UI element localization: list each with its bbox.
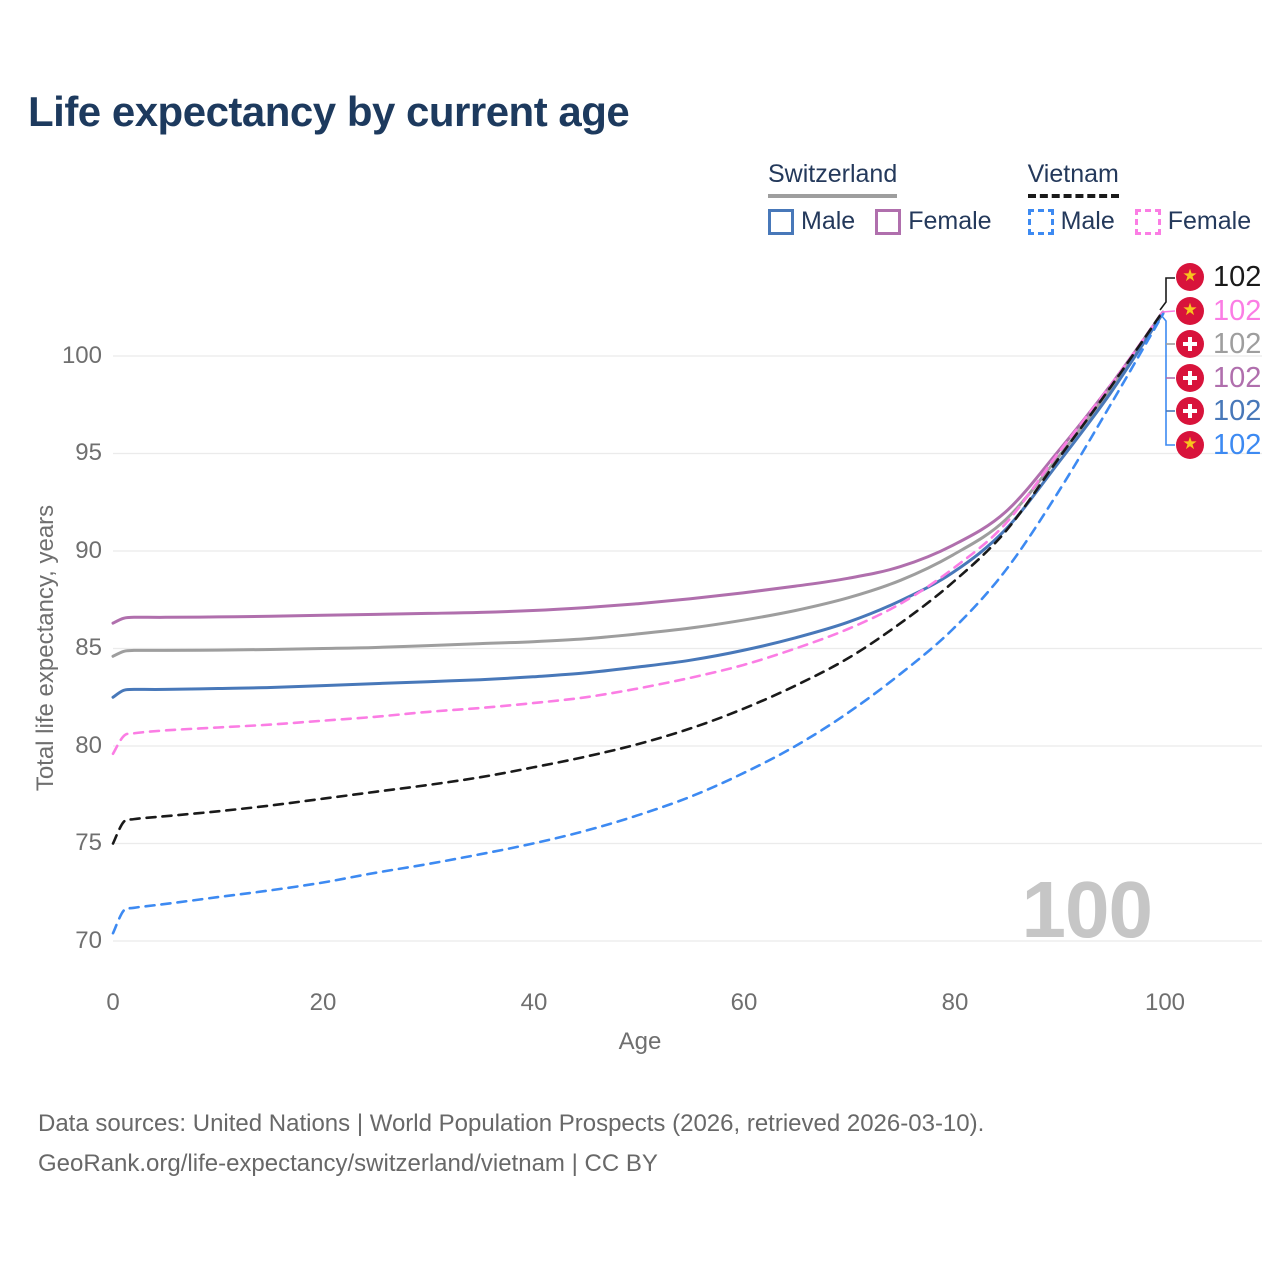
series-line-switzerland-both-sexes[interactable]: [111, 311, 1165, 658]
end-label-value: 102: [1213, 261, 1262, 293]
switzerland-flag-icon: [1176, 330, 1204, 358]
y-tick-70: 70: [75, 927, 102, 954]
y-tick-100: 100: [61, 342, 102, 369]
y-tick-95: 95: [75, 439, 102, 466]
x-tick-100: 100: [1144, 989, 1186, 1016]
switzerland-male-swatch-icon: [768, 208, 794, 235]
legend-item-label: Female: [1167, 207, 1252, 235]
legend-item-switzerland-male[interactable]: Male: [768, 207, 855, 236]
end-label-value: 102: [1213, 295, 1262, 327]
legend-group-switzerland: Switzerland Male Female: [768, 160, 992, 236]
y-tick-90: 90: [75, 537, 102, 564]
legend-item-vietnam-male[interactable]: Male: [1027, 207, 1115, 236]
footer-data-sources: Data sources: United Nations | World Pop…: [38, 1110, 985, 1137]
x-tick-40: 40: [520, 989, 548, 1016]
switzerland-flag-icon: [1176, 397, 1204, 425]
end-label-connectors: [1159, 277, 1176, 446]
x-axis-title: Age: [618, 1028, 662, 1055]
x-tick-20: 20: [309, 989, 337, 1016]
connector-vietnam-both: [1159, 277, 1175, 311]
y-axis-title: Total life expectancy, years: [32, 504, 59, 792]
connector-vietnam-male: [1160, 314, 1175, 446]
vietnam-male-swatch-icon: [1027, 208, 1054, 235]
legend-item-switzerland-female[interactable]: Female: [875, 207, 992, 236]
end-label-switzerland-female: 102: [1176, 363, 1261, 393]
end-label-value: 102: [1213, 328, 1262, 360]
series-line-switzerland-female[interactable]: [111, 310, 1165, 625]
end-label-value: 102: [1213, 429, 1262, 461]
age-counter-watermark: 100: [1021, 865, 1153, 954]
y-tick-80: 80: [75, 732, 102, 759]
y-tick-75: 75: [75, 829, 102, 856]
gridlines: [113, 355, 1262, 942]
y-tick-85: 85: [75, 634, 102, 661]
legend: Switzerland Male Female Vietnam Male: [768, 160, 1251, 236]
switzerland-female-swatch-icon: [875, 208, 902, 235]
legend-header-switzerland[interactable]: Switzerland: [768, 160, 898, 198]
end-label-vietnam-male: 102: [1176, 430, 1261, 460]
series-line-vietnam-female[interactable]: [111, 309, 1165, 756]
series-line-switzerland-male[interactable]: [111, 311, 1165, 699]
end-label-value: 102: [1213, 395, 1262, 427]
vietnam-flag-icon: [1176, 297, 1204, 325]
footer: Data sources: United Nations | World Pop…: [38, 1104, 984, 1184]
legend-item-vietnam-female[interactable]: Female: [1134, 207, 1252, 236]
x-tick-0: 0: [106, 989, 120, 1016]
switzerland-flag-icon: [1176, 364, 1204, 392]
vietnam-flag-icon: [1176, 263, 1204, 291]
end-label-switzerland-both: 102: [1176, 329, 1261, 359]
connector-vietnam-female: [1161, 310, 1176, 313]
legend-item-label: Male: [801, 207, 856, 235]
x-tick-60: 60: [730, 989, 758, 1016]
footer-attribution: GeoRank.org/life-expectancy/switzerland/…: [38, 1150, 658, 1177]
end-label-value: 102: [1213, 362, 1262, 394]
legend-group-vietnam: Vietnam Male Female: [1027, 160, 1252, 236]
legend-header-vietnam[interactable]: Vietnam: [1027, 160, 1119, 198]
page-title: Life expectancy by current age: [28, 88, 630, 135]
series-line-vietnam-male[interactable]: [111, 312, 1165, 935]
vietnam-flag-icon: [1176, 431, 1204, 459]
end-label-vietnam-both: 102: [1176, 262, 1261, 292]
x-tick-80: 80: [941, 989, 969, 1016]
vietnam-female-swatch-icon: [1134, 208, 1161, 235]
legend-item-label: Male: [1060, 207, 1115, 235]
series-lines: [111, 309, 1165, 935]
legend-item-label: Female: [908, 207, 992, 235]
end-label-vietnam-female: 102: [1176, 296, 1261, 326]
end-label-switzerland-male: 102: [1176, 396, 1261, 426]
series-line-vietnam-both-sexes[interactable]: [111, 309, 1165, 845]
